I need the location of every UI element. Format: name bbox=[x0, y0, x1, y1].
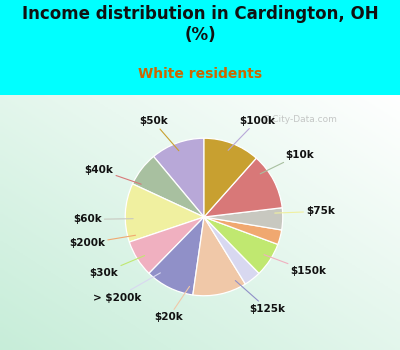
Text: $60k: $60k bbox=[73, 215, 133, 224]
Text: $20k: $20k bbox=[154, 286, 190, 322]
Wedge shape bbox=[204, 217, 282, 244]
Text: 🔍 City-Data.com: 🔍 City-Data.com bbox=[264, 115, 336, 124]
Text: $30k: $30k bbox=[90, 256, 144, 278]
Text: $10k: $10k bbox=[260, 149, 314, 174]
Text: > $200k: > $200k bbox=[93, 273, 160, 303]
Wedge shape bbox=[193, 217, 245, 296]
Text: $125k: $125k bbox=[235, 281, 285, 314]
Text: Income distribution in Cardington, OH
(%): Income distribution in Cardington, OH (%… bbox=[22, 5, 378, 44]
Wedge shape bbox=[149, 217, 204, 295]
Text: $150k: $150k bbox=[264, 255, 327, 276]
Wedge shape bbox=[125, 184, 204, 242]
Text: White residents: White residents bbox=[138, 66, 262, 80]
Wedge shape bbox=[204, 158, 282, 217]
Text: $75k: $75k bbox=[275, 206, 335, 216]
Wedge shape bbox=[132, 156, 204, 217]
Wedge shape bbox=[204, 217, 259, 284]
Wedge shape bbox=[129, 217, 204, 273]
Text: $50k: $50k bbox=[139, 116, 179, 151]
Text: $100k: $100k bbox=[228, 116, 275, 150]
Text: $40k: $40k bbox=[84, 164, 141, 184]
Text: $200k: $200k bbox=[69, 235, 136, 248]
Wedge shape bbox=[204, 208, 283, 230]
Wedge shape bbox=[154, 138, 204, 217]
Wedge shape bbox=[204, 217, 278, 273]
Wedge shape bbox=[204, 138, 256, 217]
